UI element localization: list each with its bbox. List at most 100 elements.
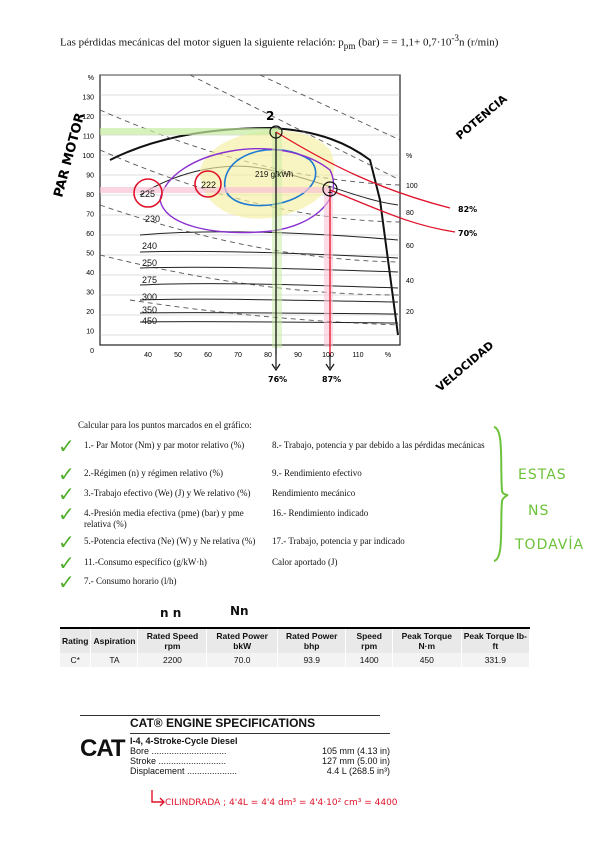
table-cell: C* [60,653,92,667]
table-cell: 1400 [345,653,393,667]
contour-label: 222 [201,180,216,190]
spec-displacement-label: Displacement .................... [130,766,238,776]
red-curve-lower [329,189,456,233]
checkmark-icon: ✓ [58,462,75,486]
specs-subtitle: I-4, 4-Stroke-Cycle Diesel [130,736,238,746]
contour-label: 350 [142,305,157,315]
x-tick-label: 90 [294,352,302,359]
contour-label: 275 [142,275,157,285]
table-cell: 450 [392,653,462,667]
circle-222 [194,170,222,198]
point-2-marker [269,125,283,139]
task-item: 17.- Trabajo, potencia y par indicado [272,536,405,546]
table-header-cell: Rated Power bhp [277,628,347,653]
y-right-tick-label: 60 [406,243,414,250]
checkmark-icon: ✓ [58,502,75,526]
contour-label: 300 [142,292,157,302]
red-curve-upper [275,131,451,209]
arrow-down-icon [271,355,281,372]
y-tick-label: 100 [82,153,94,160]
checkmark-icon: ✓ [58,570,75,594]
specs-title: CAT® ENGINE SPECIFICATIONS [130,716,316,730]
contour-label: 240 [142,241,157,251]
handwritten-82-percent: 82% [458,205,477,214]
cilindrada-note: CILINDRADA ; 4'4L = 4'4 dm³ = 4'4·10² cm… [165,798,398,808]
arrow-right-icon [151,790,165,807]
handwritten-70-percent: 70% [458,229,477,238]
y-tick-label: 10 [86,329,94,336]
formula-sup: -3 [451,33,460,43]
task-item: 5.-Potencia efectiva (Ne) (W) y Ne relat… [84,536,256,546]
contour-label: 230 [145,214,160,224]
y-tick-label: 120 [82,114,94,121]
task-item: 16.- Rendimiento indicado [272,508,369,518]
blue-contour [223,148,317,207]
pink-vertical [324,187,333,347]
task-item: 4.-Presión media efectiva (pme) (bar) y … [84,508,244,529]
contour-label: 450 [142,316,157,326]
y-right-tick-label: 20 [406,309,414,316]
handwritten-87-percent: 87% [322,375,341,384]
specs-divider [80,715,380,716]
contour-label: 250 [142,258,157,268]
spec-displacement-value: 4.4 L (268.5 in³) [326,766,390,776]
table-header-cell: Rated Power bkW [206,628,278,653]
handwritten-velocidad: VELOCIDAD [434,339,497,395]
checkmark-icon: ✓ [58,530,75,554]
contour-label: 219 g/kWh [255,170,293,179]
task-item: 9.- Rendimiento efectivo [272,468,362,478]
yellow-highlight [200,130,335,219]
y-tick-label: 30 [86,290,94,297]
y-right-tick-label: 100 [406,183,418,190]
y-tick-label: 80 [86,192,94,199]
formula-sub: pm [343,40,356,51]
table-header-cell: Rating [60,628,92,653]
x-axis: 40 50 60 70 80 90 100 110% [144,352,391,359]
table-header-cell: Aspiration [90,628,139,653]
y-tick-label: 110 [83,134,94,141]
table-header-cell: Rated Speed rpm [137,628,208,653]
x-tick-label: 80 [264,352,272,359]
circle-225 [133,178,163,208]
task-item: Rendimiento mecánico [272,488,356,498]
y-tick-label: 50 [86,251,94,258]
table-cell: 331.9 [461,653,531,667]
y-tick-label: 90 [86,173,94,180]
contour-label: 225 [140,189,155,199]
task-item: Calor aportado (J) [272,557,338,567]
handwritten-Nn: Nn [230,604,249,618]
y-axis-right: % 100 80 60 40 20 [406,153,418,316]
task-item: 11.-Consumo específico (g/kW·h) [84,557,207,567]
y-tick-label: 70 [86,212,94,219]
y-right-tick-label: 40 [406,278,414,285]
table-cell: 2200 [137,653,208,667]
y-right-tick-label: 80 [406,210,414,217]
checkmark-icon: ✓ [58,551,75,575]
handwritten-potencia: POTENCIA [454,92,510,142]
table-header-row: Rating Aspiration Rated Speed rpm Rated Pow… [60,628,531,653]
point-1-label: 1 [327,186,333,196]
checkmark-icon: ✓ [58,482,75,506]
specs-block: CAT® ENGINE SPECIFICATIONS I-4, 4-Stroke… [130,716,390,776]
task-item: 1.- Par Motor (Nm) y par motor relativo … [84,440,245,450]
x-tick-label: 110 [352,352,363,359]
green-vertical [272,128,282,348]
x-tick-label: 50 [174,352,182,359]
task-item: 7.- Consumo horario (l/h) [84,576,177,586]
y-tick-label: % [88,75,94,82]
handwritten-nn: n n [160,606,182,620]
cat-logo: CAT [80,735,126,762]
spec-stroke-value: 127 mm (5.00 in) [321,756,390,766]
checkmark-icon: ✓ [58,434,75,458]
y-tick-label: 60 [86,231,94,238]
x-tick-label: 40 [144,352,152,359]
table-header-cell: Peak Torque lb-ft [461,628,531,653]
x-tick-label: 60 [204,352,212,359]
task-item: 2.-Régimen (n) y régimen relativo (%) [84,468,223,478]
y-tick-label: 0 [90,348,94,355]
spec-stroke-label: Stroke ........................... [130,756,227,766]
table-row: C* TA 2200 70.0 93.9 1400 450 331.9 [60,653,531,667]
green-band [100,128,278,135]
